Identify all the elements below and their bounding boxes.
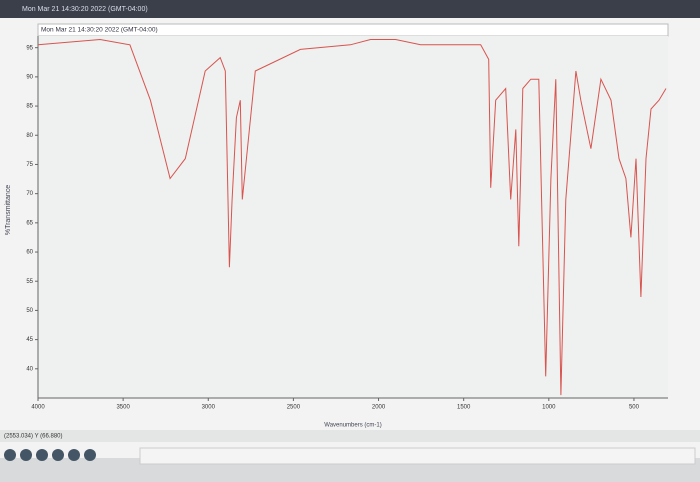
- window-title: Mon Mar 21 14:30:20 2022 (GMT-04:00): [22, 6, 148, 13]
- overview-strip: [139, 447, 696, 465]
- x-axis-label: Wavenumbers (cm-1): [324, 423, 381, 429]
- y-tick-label: 75: [26, 162, 33, 168]
- tool-button[interactable]: [36, 449, 48, 461]
- tool-button[interactable]: [68, 449, 80, 461]
- status-text: (2553.034) Y (66.880): [4, 434, 63, 440]
- y-tick-label: 80: [26, 133, 33, 139]
- tool-button[interactable]: [84, 449, 96, 461]
- y-tick-label: 65: [26, 220, 33, 226]
- title-bar: [0, 0, 700, 18]
- tool-button[interactable]: [20, 449, 32, 461]
- y-tick-label: 95: [26, 45, 33, 51]
- x-tick-label: 1000: [542, 405, 556, 411]
- tool-button[interactable]: [4, 449, 16, 461]
- x-tick-label: 4000: [31, 405, 45, 411]
- y-tick-label: 90: [26, 74, 33, 80]
- y-tick-label: 50: [26, 308, 33, 314]
- y-tick-label: 55: [26, 279, 33, 285]
- toolbar: [4, 449, 96, 461]
- y-axis-label: %Transmittance: [5, 185, 12, 235]
- x-tick-label: 500: [629, 405, 640, 411]
- y-tick-label: 70: [26, 191, 33, 197]
- legend-label: Mon Mar 21 14:30:20 2022 (GMT-04:00): [41, 27, 158, 34]
- y-tick-label: 45: [26, 337, 33, 343]
- plot-area: [38, 36, 668, 398]
- spectrum-line: [37, 38, 667, 396]
- x-tick-label: 2000: [372, 405, 386, 411]
- y-tick-label: 85: [26, 104, 33, 110]
- x-tick-label: 3500: [116, 405, 130, 411]
- x-tick-label: 3000: [202, 405, 216, 411]
- status-bar: [0, 430, 700, 442]
- x-tick-label: 1500: [457, 405, 471, 411]
- y-tick-label: 40: [26, 366, 33, 372]
- y-tick-label: 60: [26, 250, 33, 256]
- tool-button[interactable]: [52, 449, 64, 461]
- x-tick-label: 2500: [287, 405, 301, 411]
